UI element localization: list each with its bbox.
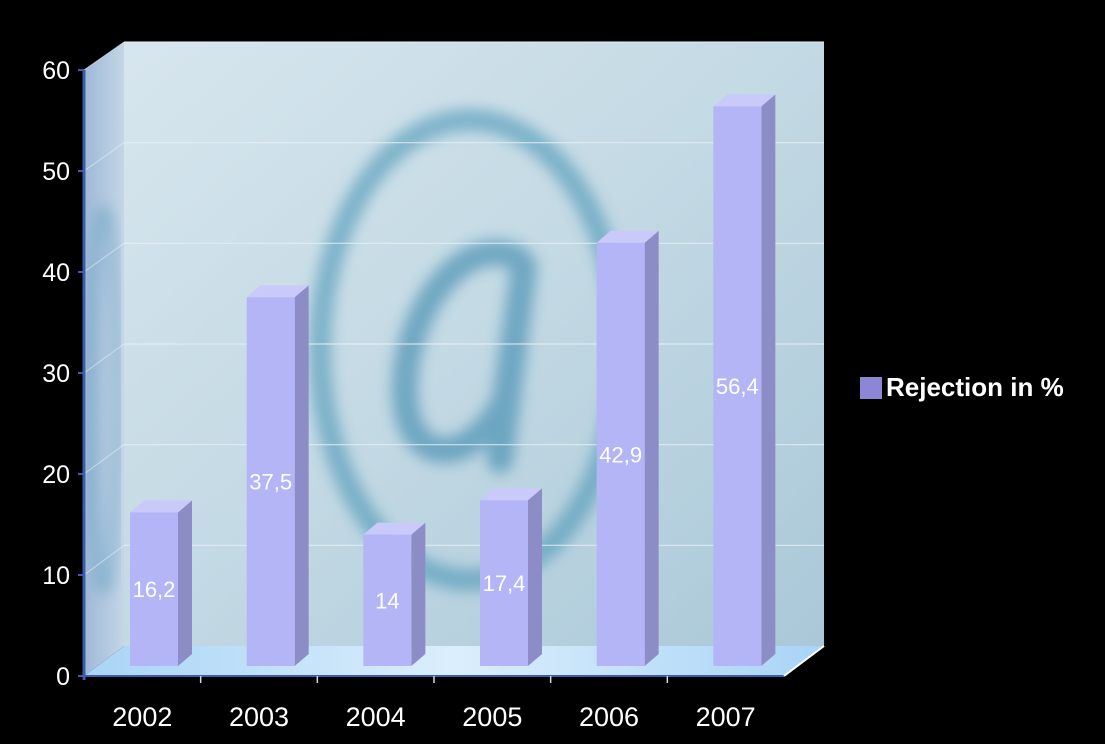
data-label: 17,4 xyxy=(483,571,526,596)
legend-label: Rejection in % xyxy=(886,372,1064,402)
bar-front xyxy=(130,512,178,666)
y-tick-label: 0 xyxy=(56,663,70,691)
bar-top xyxy=(130,500,192,513)
y-tick-label: 40 xyxy=(42,259,70,287)
bar-front xyxy=(596,242,645,666)
data-label: 56,4 xyxy=(716,374,759,399)
bar-side xyxy=(178,500,192,666)
bar-front xyxy=(713,106,762,667)
data-label: 14 xyxy=(375,588,399,613)
bar-top xyxy=(596,230,659,243)
bar-side xyxy=(411,522,426,666)
bar-top xyxy=(713,94,776,107)
bar-front xyxy=(246,297,295,666)
x-tick-label: 2004 xyxy=(346,702,406,732)
bars xyxy=(130,94,776,667)
chart-floor xyxy=(84,646,824,676)
bar-side xyxy=(644,230,659,666)
side-gridline xyxy=(83,444,125,475)
side-gridline xyxy=(83,544,125,576)
bar xyxy=(246,285,309,666)
bar-front xyxy=(363,534,412,666)
y-tick-label: 20 xyxy=(42,461,70,489)
y-axis-ticks: 0 10 20 30 40 50 60 xyxy=(42,57,84,691)
x-tick-label: 2007 xyxy=(696,702,756,732)
data-label: 16,2 xyxy=(133,577,176,602)
bar-front xyxy=(480,500,528,666)
y-tick-label: 50 xyxy=(42,158,70,186)
floor-edge xyxy=(783,645,825,677)
legend: Rejection in % xyxy=(860,372,1064,403)
bar xyxy=(596,230,659,666)
data-labels: 16,2 37,5 14 17,4 42,9 56,4 xyxy=(133,374,759,613)
side-gridline xyxy=(83,41,125,71)
legend-swatch xyxy=(860,376,882,399)
x-tick-label: 2003 xyxy=(229,702,289,732)
bar xyxy=(480,488,542,666)
side-wall-watermark xyxy=(85,205,123,595)
bar-top xyxy=(480,488,542,501)
y-tick-label: 60 xyxy=(42,57,70,85)
bar-side xyxy=(294,285,309,666)
side-gridline xyxy=(83,142,125,172)
data-label: 37,5 xyxy=(249,470,292,495)
bar-top xyxy=(246,285,309,298)
x-tick-label: 2005 xyxy=(462,702,522,732)
x-axis-labels: 2002 2003 2004 2005 2006 2007 xyxy=(112,676,756,732)
bar-top xyxy=(363,522,426,535)
bar xyxy=(713,94,776,667)
y-tick-label: 10 xyxy=(42,562,70,590)
bar xyxy=(363,522,426,666)
side-gridline xyxy=(83,242,125,273)
gridlines xyxy=(83,41,824,576)
bar xyxy=(130,500,192,666)
x-tick-label: 2006 xyxy=(579,702,639,732)
y-tick-label: 30 xyxy=(42,360,70,388)
data-label: 42,9 xyxy=(599,442,642,467)
bar-side xyxy=(528,488,542,666)
side-gridline xyxy=(83,343,125,374)
x-tick-label: 2002 xyxy=(112,702,172,732)
bar-side xyxy=(761,94,776,667)
